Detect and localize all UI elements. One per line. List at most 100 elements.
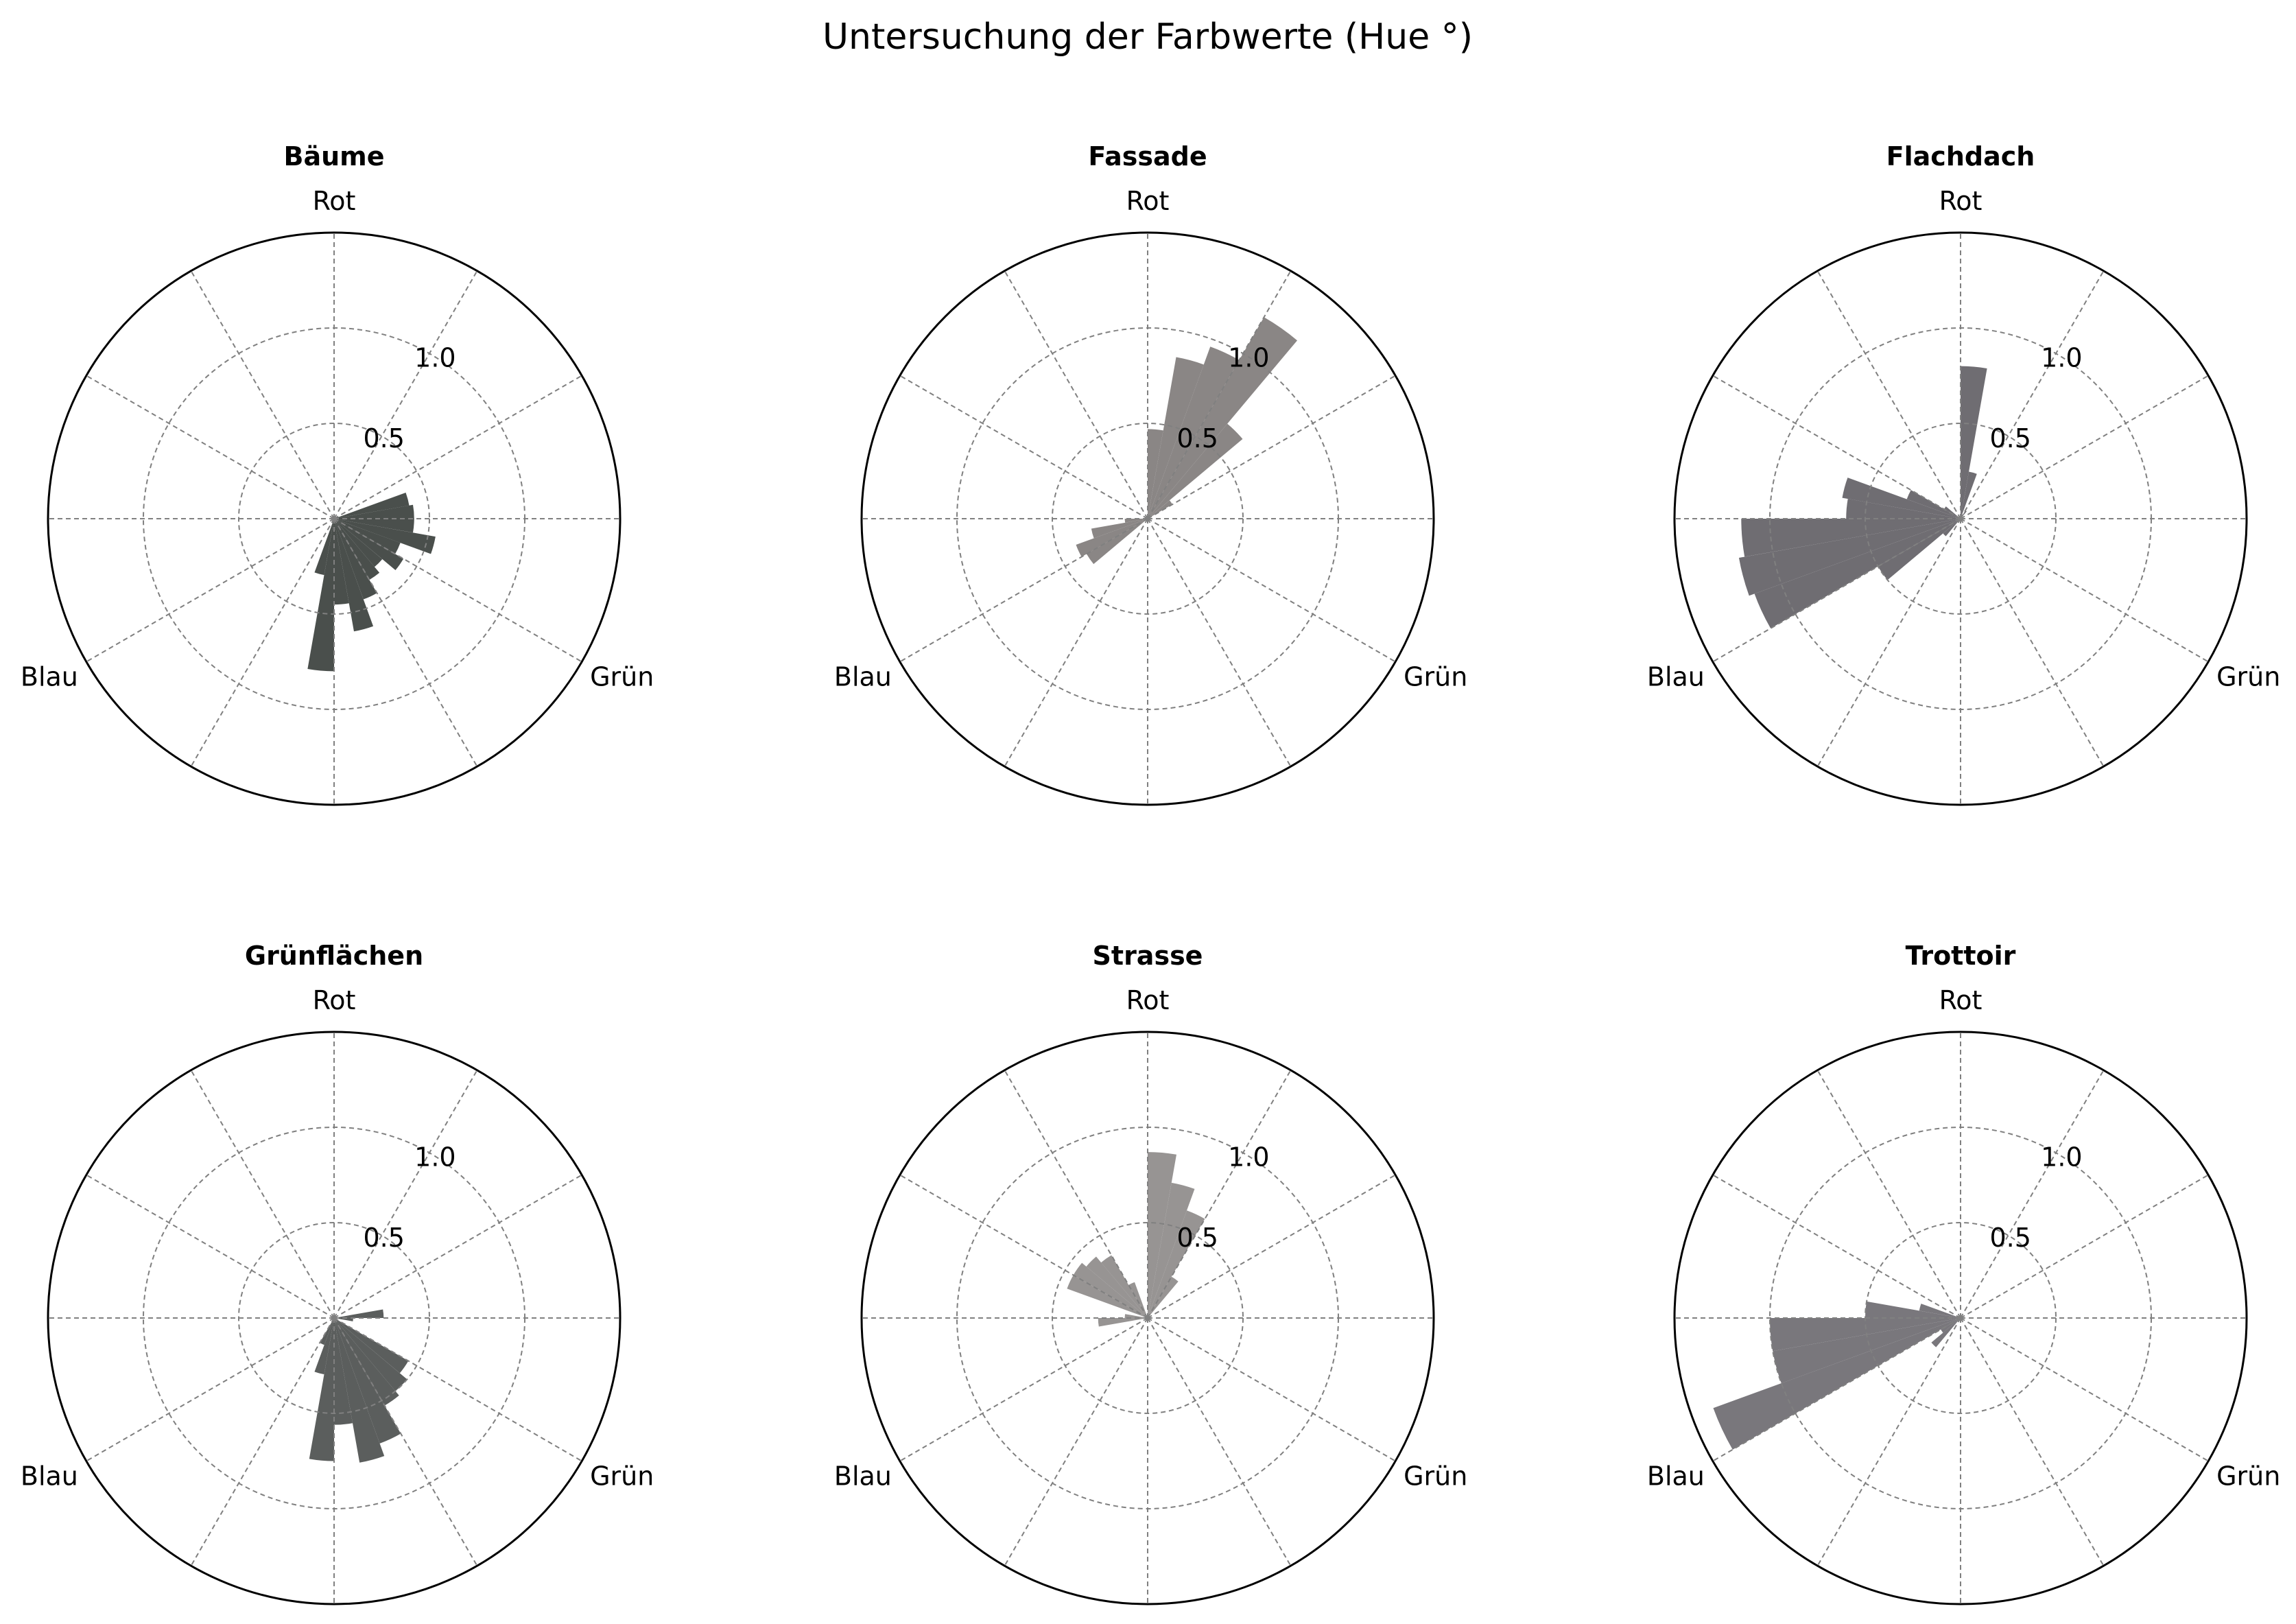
bar <box>1919 1304 1961 1318</box>
r-tick-label: 1.0 <box>2041 343 2082 373</box>
bar <box>1878 519 1961 580</box>
outer-circle <box>47 1031 622 1605</box>
grid-spoke <box>1960 270 2105 519</box>
bar <box>1738 519 1961 596</box>
bar <box>334 1318 409 1374</box>
r-tick-label: 1.0 <box>414 343 455 373</box>
r-tick-label: 0.5 <box>363 1223 404 1253</box>
bar <box>1148 346 1240 519</box>
grid-flachdach <box>1674 233 2247 805</box>
outer-circle <box>1673 1031 2248 1605</box>
bar <box>1076 519 1148 557</box>
bar <box>334 519 414 533</box>
bar <box>334 1318 353 1321</box>
bar <box>334 1318 401 1444</box>
direction-label-lower-left: Blau <box>21 1461 78 1492</box>
figure-title: Untersuchung der Farbwerte (Hue °) <box>822 16 1473 58</box>
grid-trottoir <box>1674 1032 2247 1604</box>
grid-spoke <box>1004 270 1148 519</box>
direction-label-top: Rot <box>1126 985 1170 1015</box>
bar <box>1067 1275 1148 1318</box>
grid-spoke <box>1712 375 1961 519</box>
direction-label-lower-left: Blau <box>1647 662 1705 692</box>
grid-baume <box>48 233 620 805</box>
grid-spoke <box>1712 1317 1961 1462</box>
bar <box>1931 1318 1961 1348</box>
bar <box>1943 506 1961 519</box>
bar <box>1741 519 1961 557</box>
grid-spoke <box>1147 518 1292 767</box>
bar <box>1906 490 1961 519</box>
grid-spoke <box>333 518 582 663</box>
bar <box>334 1318 353 1425</box>
grid-spoke <box>190 1070 335 1319</box>
grid-spoke <box>1816 1317 1961 1566</box>
grid-strasse <box>862 1032 1434 1604</box>
bar <box>1073 1262 1148 1318</box>
grid-spoke <box>1712 518 1961 663</box>
grid-spoke <box>1960 1317 2105 1566</box>
direction-label-lower-left: Blau <box>834 662 892 692</box>
bar <box>334 492 410 519</box>
bar <box>1941 1318 1961 1333</box>
grid-spoke <box>1004 1317 1148 1566</box>
bar <box>307 519 334 672</box>
r-tick-label: 1.0 <box>2041 1142 2082 1173</box>
grid-spoke <box>86 375 335 519</box>
panel-title: Fassade <box>1088 141 1207 172</box>
grid-fassade <box>862 233 1434 805</box>
bar <box>1842 478 1961 519</box>
bar <box>1124 1314 1148 1318</box>
grid-spoke <box>899 375 1148 519</box>
direction-label-lower-left: Blau <box>1647 1461 1705 1492</box>
bar <box>1961 366 1987 519</box>
bar <box>320 1318 334 1345</box>
grid-spoke <box>899 1174 1148 1319</box>
direction-label-lower-right: Grün <box>1404 1461 1467 1492</box>
grid-spoke <box>1816 270 1961 519</box>
grid-spoke <box>86 1317 335 1462</box>
grid-spoke <box>190 518 335 767</box>
grid-spoke <box>1960 1317 2209 1462</box>
grid-spoke <box>1147 375 1396 519</box>
bars-fassade <box>1076 317 1298 565</box>
bar <box>1961 471 1977 519</box>
bar <box>334 519 374 632</box>
grid-spoke <box>1004 1070 1148 1319</box>
grid-spoke <box>333 518 478 767</box>
grid-spoke <box>86 1174 335 1319</box>
bar <box>314 519 334 576</box>
bar <box>334 1309 384 1318</box>
bar <box>1148 1210 1205 1318</box>
polar-chart-fassade: 0.5 1.0 Rot Grün Blau Fassade <box>834 141 1467 806</box>
r-tick-label: 1.0 <box>414 1142 455 1173</box>
direction-label-top: Rot <box>1126 186 1170 216</box>
outer-circle <box>860 231 1435 806</box>
r-tick-label: 0.5 <box>1989 423 2031 454</box>
direction-label-top: Rot <box>313 985 356 1015</box>
polar-chart-flachdach: 0.5 1.0 Rot Grün Blau Flachdach <box>1647 141 2280 806</box>
r-tick-label: 1.0 <box>1228 1142 1269 1173</box>
bar <box>334 504 414 519</box>
bar <box>1148 429 1163 519</box>
bar <box>1086 1256 1148 1318</box>
bar <box>1148 1152 1176 1318</box>
polar-chart-baume: 0.5 1.0 Rot Grün Blau Bäume <box>21 141 654 806</box>
grid-spoke <box>1960 1174 2209 1319</box>
grid-spoke <box>333 1317 582 1462</box>
grid-spoke <box>333 270 478 519</box>
bar <box>1101 1255 1148 1318</box>
grid-spoke <box>1147 1317 1292 1566</box>
bar <box>1148 500 1173 519</box>
outer-circle <box>860 1031 1435 1605</box>
bar <box>1124 519 1148 523</box>
grid-spoke <box>899 1317 1148 1462</box>
grid-spoke <box>190 1317 335 1566</box>
grid-spoke <box>333 1070 478 1319</box>
grid-spoke <box>333 375 582 519</box>
grid-spoke <box>1004 518 1148 767</box>
bar <box>1846 499 1961 519</box>
grid-spoke <box>333 1174 582 1319</box>
bar <box>314 1318 334 1375</box>
bar <box>1148 317 1298 519</box>
